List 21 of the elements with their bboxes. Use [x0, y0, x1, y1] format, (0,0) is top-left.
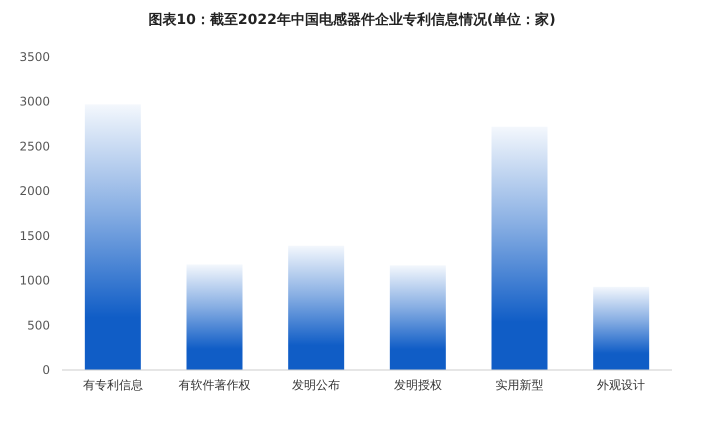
y-tick-label: 0	[42, 363, 50, 377]
y-tick-label: 1000	[19, 274, 50, 288]
y-tick-label: 1500	[19, 228, 50, 243]
y-tick-label: 2500	[19, 139, 50, 154]
bar	[492, 126, 548, 370]
x-tick-label: 发明授权	[394, 378, 442, 392]
bar	[390, 265, 446, 370]
x-tick-label: 有专利信息	[82, 378, 143, 392]
bar	[593, 286, 650, 370]
y-tick-label: 3500	[19, 50, 50, 64]
x-tick-label: 实用新型	[496, 378, 544, 392]
chart-title: 图表10：截至2022年中国电感器件企业专利信息情况(单位：家)	[148, 11, 556, 28]
y-tick-label: 500	[27, 318, 50, 332]
y-tick-label: 2000	[19, 184, 50, 198]
bar	[84, 104, 141, 370]
x-tick-label: 发明公布	[292, 378, 340, 392]
bar	[186, 264, 242, 370]
bar	[288, 246, 344, 370]
y-tick-label: 3000	[19, 94, 50, 109]
x-tick-label: 有软件著作权	[178, 378, 250, 392]
x-tick-label: 外观设计	[597, 378, 646, 392]
